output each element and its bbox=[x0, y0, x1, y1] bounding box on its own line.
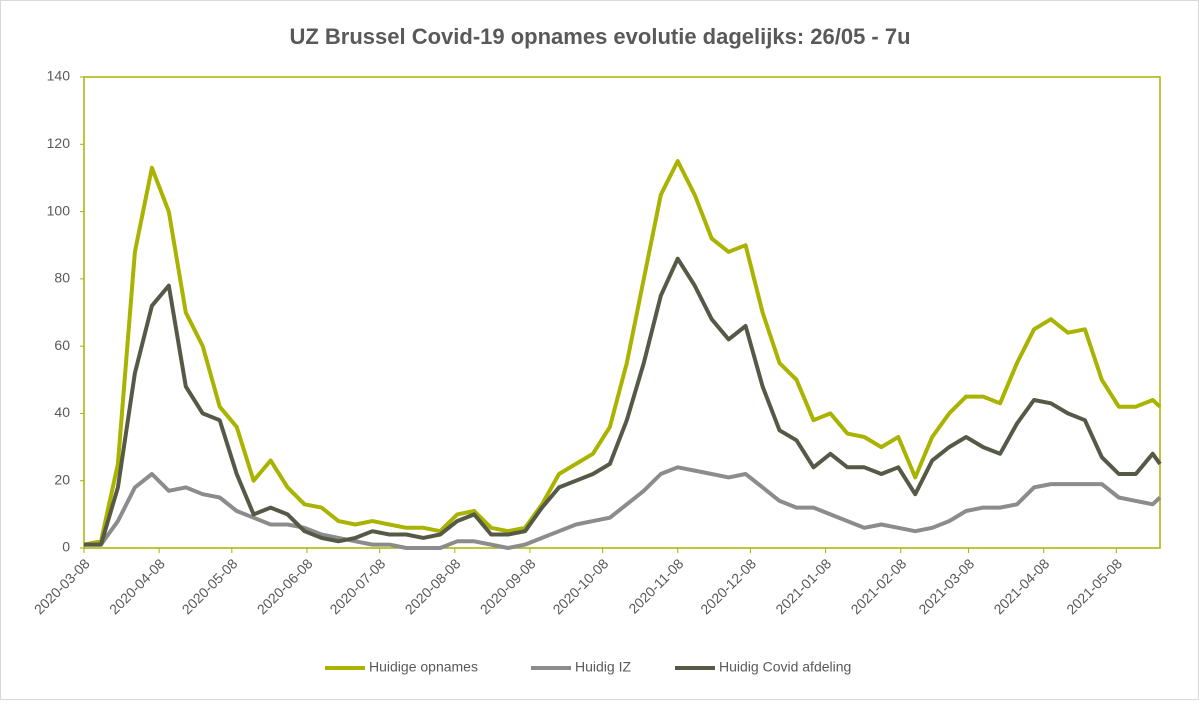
legend-label: Huidig IZ bbox=[575, 659, 631, 675]
y-tick-label: 140 bbox=[47, 68, 71, 84]
plot-border bbox=[83, 76, 1161, 549]
y-tick-label: 0 bbox=[62, 539, 70, 555]
y-tick-label: 60 bbox=[54, 337, 70, 353]
y-tick-label: 20 bbox=[54, 471, 70, 487]
series-line bbox=[83, 159, 1162, 547]
y-tick-label: 80 bbox=[54, 270, 70, 286]
series-line bbox=[84, 256, 1162, 547]
y-tick-label: 100 bbox=[47, 202, 71, 218]
y-tick-label: 40 bbox=[54, 404, 70, 420]
y-tick-label: 120 bbox=[47, 135, 71, 151]
legend-label: Huidige opnames bbox=[369, 659, 478, 675]
series-line bbox=[84, 465, 1162, 550]
chart-title: UZ Brussel Covid-19 opnames evolutie dag… bbox=[289, 24, 910, 49]
legend-label: Huidig Covid afdeling bbox=[719, 659, 851, 675]
